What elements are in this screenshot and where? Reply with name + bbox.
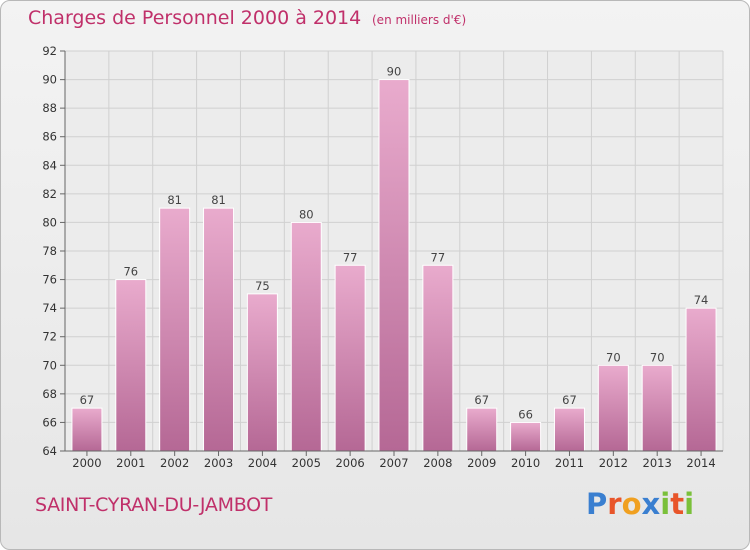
logo-letter: P: [586, 487, 608, 521]
data-label: 77: [343, 250, 358, 264]
y-tick-label: 70: [42, 358, 57, 372]
data-label: 66: [518, 407, 533, 421]
x-tick-label: 2009: [467, 456, 496, 470]
x-tick-label: 2013: [643, 456, 672, 470]
data-label: 75: [255, 279, 270, 293]
y-tick-label: 74: [42, 301, 57, 315]
y-tick-label: 68: [42, 387, 57, 401]
y-tick-label: 78: [42, 244, 57, 258]
logo-letter: x: [641, 487, 661, 521]
bar-2003: [203, 207, 235, 452]
bar-2011: [553, 407, 585, 452]
data-label: 67: [80, 393, 95, 407]
x-tick-label: 2001: [116, 456, 145, 470]
x-tick-label: 2014: [686, 456, 715, 470]
bar-2008: [422, 264, 454, 452]
data-label: 74: [694, 293, 709, 307]
y-tick-label: 86: [42, 130, 57, 144]
y-tick-label: 64: [42, 444, 57, 458]
logo-letter: i: [660, 487, 671, 521]
data-label: 67: [474, 393, 489, 407]
chart-subtitle: (en milliers d'€): [372, 13, 467, 27]
y-tick-label: 88: [42, 101, 57, 115]
data-label: 81: [167, 193, 182, 207]
bar-2014: [685, 307, 717, 452]
y-tick-label: 82: [42, 187, 57, 201]
bar-2005: [290, 221, 322, 452]
x-tick-label: 2006: [335, 456, 364, 470]
chart-title: Charges de Personnel 2000 à 2014: [28, 7, 362, 29]
bar-2009: [466, 407, 498, 452]
x-tick-label: 2012: [599, 456, 628, 470]
x-tick-label: 2004: [248, 456, 277, 470]
logo-letter: i: [684, 487, 695, 521]
bar-2006: [334, 264, 366, 452]
x-tick-label: 2010: [511, 456, 540, 470]
x-tick-label: 2000: [72, 456, 101, 470]
y-tick-label: 84: [42, 158, 57, 172]
logo-letter: o: [621, 487, 642, 521]
proxiti-logo: Proxiti: [586, 487, 694, 521]
town-name: SAINT-CYRAN-DU-JAMBOT: [35, 494, 273, 516]
data-label: 76: [123, 265, 138, 279]
y-tick-label: 66: [42, 415, 57, 429]
x-tick-label: 2007: [379, 456, 408, 470]
axes: 64 66 68 70 72 74 76 78 80 82 84 86 88 90 92 2000 2001 20…: [42, 44, 723, 470]
bar-2010: [510, 421, 542, 452]
bar-2012: [597, 364, 629, 452]
x-tick-label: 2008: [423, 456, 452, 470]
x-tick-label: 2002: [160, 456, 189, 470]
y-tick-label: 90: [42, 73, 57, 87]
data-label: 81: [211, 193, 226, 207]
bar-2002: [159, 207, 191, 452]
data-label: 80: [299, 207, 314, 221]
bar-2000: [71, 407, 103, 452]
bar-2004: [246, 293, 278, 452]
data-label: 70: [606, 350, 621, 364]
y-tick-label: 80: [42, 215, 57, 229]
x-tick-label: 2011: [555, 456, 584, 470]
bar-2013: [641, 364, 673, 452]
bars: [71, 79, 717, 452]
bar-2001: [115, 279, 147, 452]
y-tick-label: 76: [42, 273, 57, 287]
logo-letter: t: [670, 487, 685, 521]
data-label: 67: [562, 393, 577, 407]
data-label: 77: [431, 250, 446, 264]
x-tick-label: 2003: [204, 456, 233, 470]
y-tick-label: 92: [42, 44, 57, 58]
data-label: 90: [387, 65, 402, 79]
logo-letter: r: [607, 487, 622, 521]
bar-2007: [378, 79, 410, 452]
y-tick-label: 72: [42, 330, 57, 344]
x-tick-label: 2005: [292, 456, 321, 470]
data-label: 70: [650, 350, 665, 364]
data-labels: 67 76 81 81 75 80 77 90 77 67 66 67 70 70 74: [80, 65, 709, 422]
